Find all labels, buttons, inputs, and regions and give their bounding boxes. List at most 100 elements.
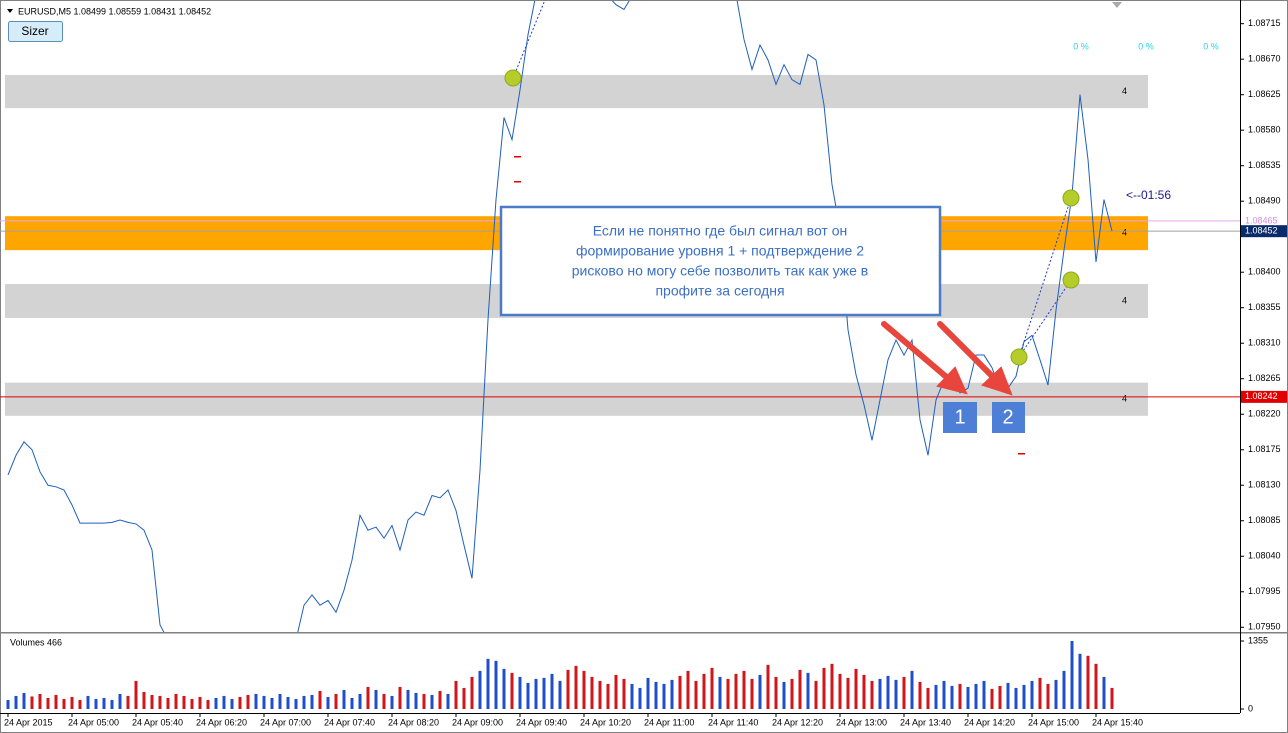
volume-bar bbox=[286, 696, 290, 709]
x-tick-label: 24 Apr 2015 bbox=[4, 717, 53, 727]
volume-bar bbox=[726, 678, 730, 709]
volume-bar bbox=[886, 675, 890, 709]
volume-bar bbox=[534, 678, 538, 709]
y-tick-label: 1.08175 bbox=[1248, 444, 1281, 454]
volume-bar bbox=[262, 695, 266, 709]
volume-bar bbox=[38, 693, 42, 709]
price-tag bbox=[1241, 225, 1287, 238]
y-tick-label: 1.07995 bbox=[1248, 586, 1281, 596]
volume-bar bbox=[198, 696, 202, 709]
volume-bar bbox=[838, 673, 842, 709]
volume-bar bbox=[246, 694, 250, 709]
volume-bar bbox=[326, 696, 330, 709]
volume-bar bbox=[542, 677, 546, 709]
y-tick-label: 1.08490 bbox=[1248, 196, 1281, 206]
volume-bar bbox=[758, 674, 762, 709]
volume-bar bbox=[54, 694, 58, 709]
volume-bar bbox=[166, 697, 170, 709]
volume-bar bbox=[694, 680, 698, 709]
volume-bar bbox=[806, 672, 810, 709]
volume-bar bbox=[1086, 655, 1090, 709]
volume-bar bbox=[390, 695, 394, 709]
volume-bar bbox=[6, 699, 10, 709]
volume-bar bbox=[1006, 682, 1010, 709]
price-tag bbox=[1241, 390, 1287, 403]
callout-line: профите за сегодня bbox=[655, 283, 784, 299]
price-tag bbox=[1241, 214, 1287, 227]
callout-line: Если не понятно где был сигнал вот он bbox=[593, 223, 848, 239]
volume-bar bbox=[614, 674, 618, 709]
volume-bar bbox=[790, 678, 794, 709]
volume-bar bbox=[942, 680, 946, 709]
volume-bar bbox=[974, 683, 978, 709]
volume-bar bbox=[414, 692, 418, 709]
volume-bar bbox=[350, 697, 354, 709]
volume-bar bbox=[334, 693, 338, 709]
badge bbox=[992, 402, 1025, 433]
volume-bar bbox=[894, 679, 898, 709]
volume-bar bbox=[102, 697, 106, 709]
y-tick-label: 1.08130 bbox=[1248, 480, 1281, 490]
volume-bar bbox=[118, 693, 122, 709]
percent-label: 0 % bbox=[1203, 41, 1219, 51]
sizer-button[interactable] bbox=[8, 21, 63, 42]
x-tick-label: 24 Apr 07:40 bbox=[324, 717, 375, 727]
volume-bar bbox=[1094, 663, 1098, 709]
volume-bar bbox=[422, 693, 426, 709]
volume-bar bbox=[630, 683, 634, 709]
y-tick-label: 1.08715 bbox=[1248, 18, 1281, 28]
zone-label: 4 bbox=[1122, 86, 1127, 96]
volume-bar bbox=[1046, 683, 1050, 709]
callout-line: формирование уровня 1 + подтверждение 2 bbox=[576, 243, 864, 259]
y-tick-label: 1.08625 bbox=[1248, 89, 1281, 99]
percent-label: 0 % bbox=[1073, 41, 1089, 51]
volume-bar bbox=[1062, 670, 1066, 709]
volume-bar bbox=[438, 690, 442, 709]
volume-bar bbox=[774, 676, 778, 709]
volume-bar bbox=[606, 683, 610, 709]
volume-bar bbox=[510, 672, 514, 709]
volume-bar bbox=[958, 683, 962, 709]
volume-bar bbox=[470, 676, 474, 709]
volume-bar bbox=[1022, 684, 1026, 709]
volume-bar bbox=[494, 660, 498, 709]
volume-bar bbox=[174, 693, 178, 709]
volume-bar bbox=[46, 697, 50, 709]
volume-bar bbox=[14, 695, 18, 709]
signal-line bbox=[1018, 279, 1072, 358]
zone-label: 4 bbox=[1122, 228, 1127, 238]
volume-bar bbox=[502, 668, 506, 709]
volume-bar bbox=[854, 668, 858, 709]
red-dashes bbox=[514, 156, 1025, 455]
volume-bar bbox=[734, 673, 738, 709]
volume-bar bbox=[766, 664, 770, 709]
x-tick-label: 24 Apr 05:00 bbox=[68, 717, 119, 727]
volume-bar bbox=[110, 699, 114, 709]
volume-bar bbox=[918, 681, 922, 709]
sizer-button-label[interactable]: Sizer bbox=[21, 24, 48, 38]
x-tick-label: 24 Apr 11:00 bbox=[644, 717, 694, 727]
volume-bar bbox=[1070, 641, 1074, 709]
y-tick-label: 1.08310 bbox=[1248, 338, 1281, 348]
volume-bar bbox=[134, 680, 138, 709]
volume-bar bbox=[222, 695, 226, 709]
volume-bar bbox=[782, 681, 786, 709]
volume-bar bbox=[750, 678, 754, 709]
annotations bbox=[504, 0, 1122, 455]
y-tick-label: 1.08580 bbox=[1248, 125, 1281, 135]
volume-bar bbox=[214, 697, 218, 709]
x-tick-label: 24 Apr 10:20 bbox=[580, 717, 631, 727]
x-tick-label: 24 Apr 12:20 bbox=[772, 717, 823, 727]
callout: Если не понятно где был сигнал вот он фо… bbox=[499, 205, 942, 317]
volume-bar bbox=[654, 681, 658, 709]
volume-bar bbox=[574, 665, 578, 709]
volume-bar bbox=[398, 686, 402, 709]
volume-bar bbox=[62, 698, 66, 709]
volume-bar bbox=[358, 693, 362, 709]
volume-bar bbox=[686, 670, 690, 709]
volume-bar bbox=[190, 698, 194, 709]
x-tick-label: 24 Apr 14:20 bbox=[964, 717, 1015, 727]
volume-bar bbox=[182, 695, 186, 709]
y-tick-label: 1.08220 bbox=[1248, 409, 1281, 419]
